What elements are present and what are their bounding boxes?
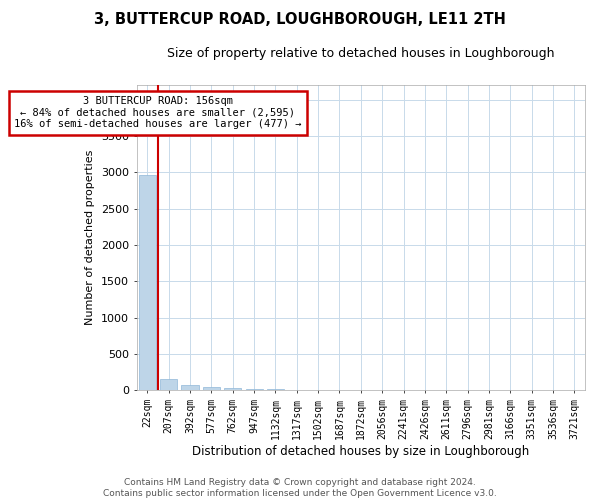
Bar	[160, 378, 177, 390]
Text: Contains HM Land Registry data © Crown copyright and database right 2024.
Contai: Contains HM Land Registry data © Crown c…	[103, 478, 497, 498]
Bar	[203, 387, 220, 390]
Bar	[181, 384, 199, 390]
X-axis label: Distribution of detached houses by size in Loughborough: Distribution of detached houses by size …	[192, 444, 529, 458]
Title: Size of property relative to detached houses in Loughborough: Size of property relative to detached ho…	[167, 48, 554, 60]
Text: 3, BUTTERCUP ROAD, LOUGHBOROUGH, LE11 2TH: 3, BUTTERCUP ROAD, LOUGHBOROUGH, LE11 2T…	[94, 12, 506, 28]
Bar	[224, 388, 241, 390]
Y-axis label: Number of detached properties: Number of detached properties	[85, 150, 95, 326]
Text: 3 BUTTERCUP ROAD: 156sqm
← 84% of detached houses are smaller (2,595)
16% of sem: 3 BUTTERCUP ROAD: 156sqm ← 84% of detach…	[14, 96, 302, 130]
Bar	[139, 174, 156, 390]
Bar	[245, 389, 263, 390]
